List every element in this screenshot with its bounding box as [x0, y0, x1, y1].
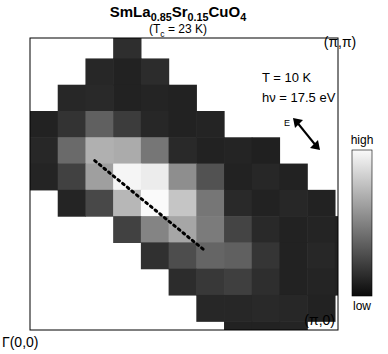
- heatmap-cell: [279, 242, 307, 269]
- heatmap-cell: [58, 190, 86, 217]
- heatmap-cell: [85, 164, 113, 191]
- heatmap-cell: [224, 295, 252, 322]
- heatmap-cell: [196, 164, 224, 191]
- heatmap-cell: [279, 216, 307, 243]
- heatmap-cell: [30, 137, 58, 164]
- heatmap-cell: [307, 190, 335, 217]
- heatmap-cell: [113, 216, 141, 243]
- heatmap-cell: [113, 111, 141, 138]
- heatmap-cell: [252, 242, 280, 269]
- heatmap-cell: [224, 137, 252, 164]
- corner-label: (π,π): [324, 34, 357, 50]
- heatmap-cell: [279, 269, 307, 296]
- subtitle: (Tc = 23 K): [149, 22, 207, 39]
- heatmap-cell: [30, 111, 58, 138]
- text-run: = 23 K): [165, 22, 207, 36]
- heatmap-cell: [169, 164, 197, 191]
- text-run: Sr: [172, 3, 188, 20]
- heatmap-cell: [169, 111, 197, 138]
- heatmap-cell: [196, 137, 224, 164]
- annotation: T = 10 K: [262, 70, 312, 85]
- heatmap-cell: [196, 242, 224, 269]
- heatmap-cell: [252, 190, 280, 217]
- heatmap-cell: [196, 295, 224, 322]
- corner-label: (π,0): [304, 312, 335, 328]
- heatmap-cell: [196, 216, 224, 243]
- heatmap-cell: [252, 269, 280, 296]
- heatmap-cell: [224, 269, 252, 296]
- colorbar: [352, 150, 372, 296]
- heatmap-cell: [85, 85, 113, 112]
- plot-frame: [30, 38, 338, 330]
- annotation: hν = 17.5 eV: [262, 90, 336, 105]
- heatmap-cell: [307, 269, 335, 296]
- heatmap-cell: [224, 164, 252, 191]
- heatmap-cell: [307, 216, 335, 243]
- heatmap-cell: [279, 190, 307, 217]
- heatmap-cell: [113, 85, 141, 112]
- colorbar-label: high: [351, 133, 374, 147]
- heatmap-cell: [224, 190, 252, 217]
- heatmap-cell: [141, 58, 169, 85]
- heatmap-cell: [169, 137, 197, 164]
- figure: SmLa0.85Sr0.15CuO4(Tc = 23 K) T = 10 K hν …: [0, 0, 388, 354]
- heatmap-cell: [279, 164, 307, 191]
- annotation: E: [284, 118, 290, 128]
- text-run: SmLa: [110, 3, 152, 20]
- heatmap-cell: [113, 137, 141, 164]
- heatmap-cell: [58, 111, 86, 138]
- polarization-arrow: [296, 121, 317, 147]
- corner-label: Γ(0,0): [2, 334, 39, 350]
- heatmap-cell: [85, 190, 113, 217]
- arrow-head: [310, 140, 320, 150]
- colorbar-label: low: [353, 299, 371, 313]
- heatmap-cell: [30, 164, 58, 191]
- heatmap-cell: [169, 85, 197, 112]
- heatmap-cell: [224, 216, 252, 243]
- heatmap-cell: [141, 216, 169, 243]
- heatmap-cell: [252, 137, 280, 164]
- heatmap-cell: [58, 85, 86, 112]
- subscript: 4: [240, 11, 246, 23]
- heatmap-cell: [141, 85, 169, 112]
- text-run: (T: [149, 22, 161, 36]
- arrow-head: [293, 118, 303, 128]
- heatmap-cell: [224, 242, 252, 269]
- text-run: CuO: [209, 3, 241, 20]
- heatmap-cell: [307, 242, 335, 269]
- heatmap-cell: [252, 164, 280, 191]
- heatmap-cell: [85, 58, 113, 85]
- heatmap-cell: [113, 58, 141, 85]
- heatmap-cells: [30, 38, 338, 330]
- heatmap-cell: [224, 321, 252, 330]
- heatmap-cell: [141, 137, 169, 164]
- heatmap-cell: [252, 216, 280, 243]
- title: SmLa0.85Sr0.15CuO4: [110, 3, 246, 23]
- heatmap-cell: [58, 137, 86, 164]
- ridge-line: [95, 161, 206, 252]
- heatmap-cell: [169, 269, 197, 296]
- heatmap-cell: [196, 190, 224, 217]
- heatmap-cell: [141, 111, 169, 138]
- heatmap-cell: [141, 164, 169, 191]
- heatmap-cell: [113, 38, 141, 59]
- heatmap-cell: [85, 137, 113, 164]
- heatmap-cell: [85, 111, 113, 138]
- heatmap-cell: [169, 190, 197, 217]
- heatmap-cell: [196, 269, 224, 296]
- heatmap-cell: [58, 164, 86, 191]
- heatmap-cell: [252, 295, 280, 322]
- heatmap-cell: [141, 242, 169, 269]
- heatmap-cell: [252, 321, 280, 330]
- heatmap-cell: [169, 242, 197, 269]
- heatmap-cell: [196, 111, 224, 138]
